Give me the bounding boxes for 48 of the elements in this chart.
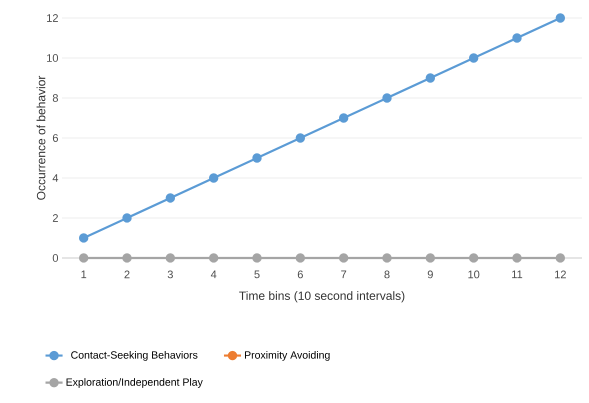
point [166,253,176,263]
point [556,13,566,23]
point [468,53,478,63]
point [338,113,348,123]
x-tick-label: 6 [298,270,303,278]
y-tick-label: 12 [47,14,58,22]
x-tick-label: 8 [384,270,390,278]
legend-label: Exploration/Independent Play [66,378,203,388]
x-tick-label: 1 [81,270,86,278]
y-tick-label: 4 [52,174,58,182]
point [122,253,132,263]
x-tick-label: 10 [468,270,480,278]
point [426,253,436,263]
point [166,193,176,203]
y-tick-label: 8 [52,94,58,102]
point [252,253,262,263]
x-tick-label: 5 [254,270,260,278]
legend-label: Proximity Avoiding [244,350,330,361]
point [78,233,88,243]
point [426,73,436,83]
point [512,33,522,43]
x-tick-label: 2 [124,270,130,278]
y-tick-label: 0 [52,254,58,262]
y-tick-label: 10 [47,54,58,62]
x-tick-label: 7 [341,270,346,278]
point [252,153,262,163]
x-axis-title: Time bins (10 second intervals) [239,291,404,302]
point [382,253,392,263]
point [296,253,306,263]
point [556,253,566,263]
point [382,93,392,103]
x-tick-label: 9 [428,270,433,278]
point [296,133,306,143]
x-tick-label: 3 [168,270,173,278]
point [208,253,218,263]
point [78,253,88,263]
point [338,253,348,263]
legend-label: Contact-Seeking Behaviors [71,350,198,361]
x-tick-label: 12 [555,270,566,278]
x-tick-label: 11 [512,270,522,278]
point [468,253,478,263]
y-tick-label: 2 [52,214,58,222]
y-axis-title: Occurrence of behavior [36,76,46,200]
point [512,253,522,263]
point [208,173,218,183]
y-tick-label: 6 [52,134,58,142]
point [122,213,132,223]
x-tick-label: 4 [210,270,216,278]
